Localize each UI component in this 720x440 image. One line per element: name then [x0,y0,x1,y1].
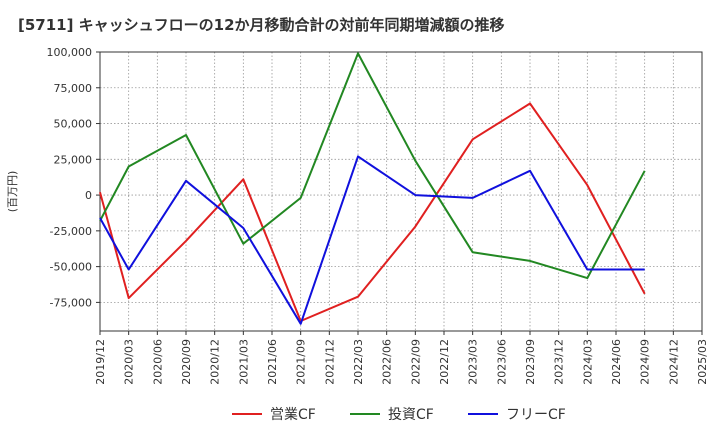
legend-label: フリーCF [506,407,566,423]
x-tick-label: 2021/03 [237,339,250,385]
x-tick-label: 2022/12 [438,339,451,385]
x-tick-label: 2020/06 [151,339,164,385]
x-tick-label: 2023/06 [495,339,508,385]
legend-label: 営業CF [270,407,316,423]
x-tick-label: 2024/09 [639,339,652,385]
legend-label: 投資CF [388,407,434,423]
x-tick-label: 2020/09 [180,339,193,385]
x-tick-label: 2024/06 [610,339,623,385]
y-tick-label: -50,000 [50,261,92,274]
x-tick-label: 2024/12 [667,339,680,385]
legend: 営業CF 投資CF フリーCF [232,407,566,423]
y-tick-label: 100,000 [47,46,93,59]
x-tick-label: 2019/12 [94,339,107,385]
y-tick-label: 75,000 [54,82,93,95]
x-tick-label: 2022/09 [409,339,422,385]
x-tick-label: 2022/03 [352,339,365,385]
y-tick-label: -25,000 [50,225,92,238]
x-tick-label: 2025/03 [696,339,709,385]
chart-title: [5711] キャッシュフローの12か月移動合計の対前年同期増減額の推移 [18,16,505,34]
y-tick-label: 25,000 [54,153,93,166]
x-tick-label: 2023/12 [553,339,566,385]
series-line [99,102,646,322]
x-tick-label: 2020/12 [209,339,222,385]
series-lines [99,52,646,325]
series-line [99,155,645,325]
x-tick-label: 2020/03 [123,339,136,385]
y-tick-labels: 100,000 75,000 50,000 25,000 0 -25,000 -50,000… [47,46,100,309]
x-tick-label: 2021/09 [295,339,308,385]
plot-area [100,52,702,331]
x-tick-label: 2021/06 [266,339,279,385]
x-tick-labels: 2019/12 2020/03 2020/06 2020/09 2020/12 2021/… [94,331,709,385]
x-tick-label: 2021/12 [323,339,336,385]
y-tick-label: 0 [85,189,92,202]
y-tick-label: 50,000 [54,118,93,131]
x-tick-label: 2023/09 [524,339,537,385]
x-tick-label: 2022/06 [381,339,394,385]
y-tick-label: -75,000 [50,296,92,309]
y-axis-label: (百万円) [6,171,19,213]
x-tick-label: 2024/03 [581,339,594,385]
x-tick-label: 2023/03 [467,339,480,385]
plot-border [99,51,703,332]
series-line [99,52,646,280]
